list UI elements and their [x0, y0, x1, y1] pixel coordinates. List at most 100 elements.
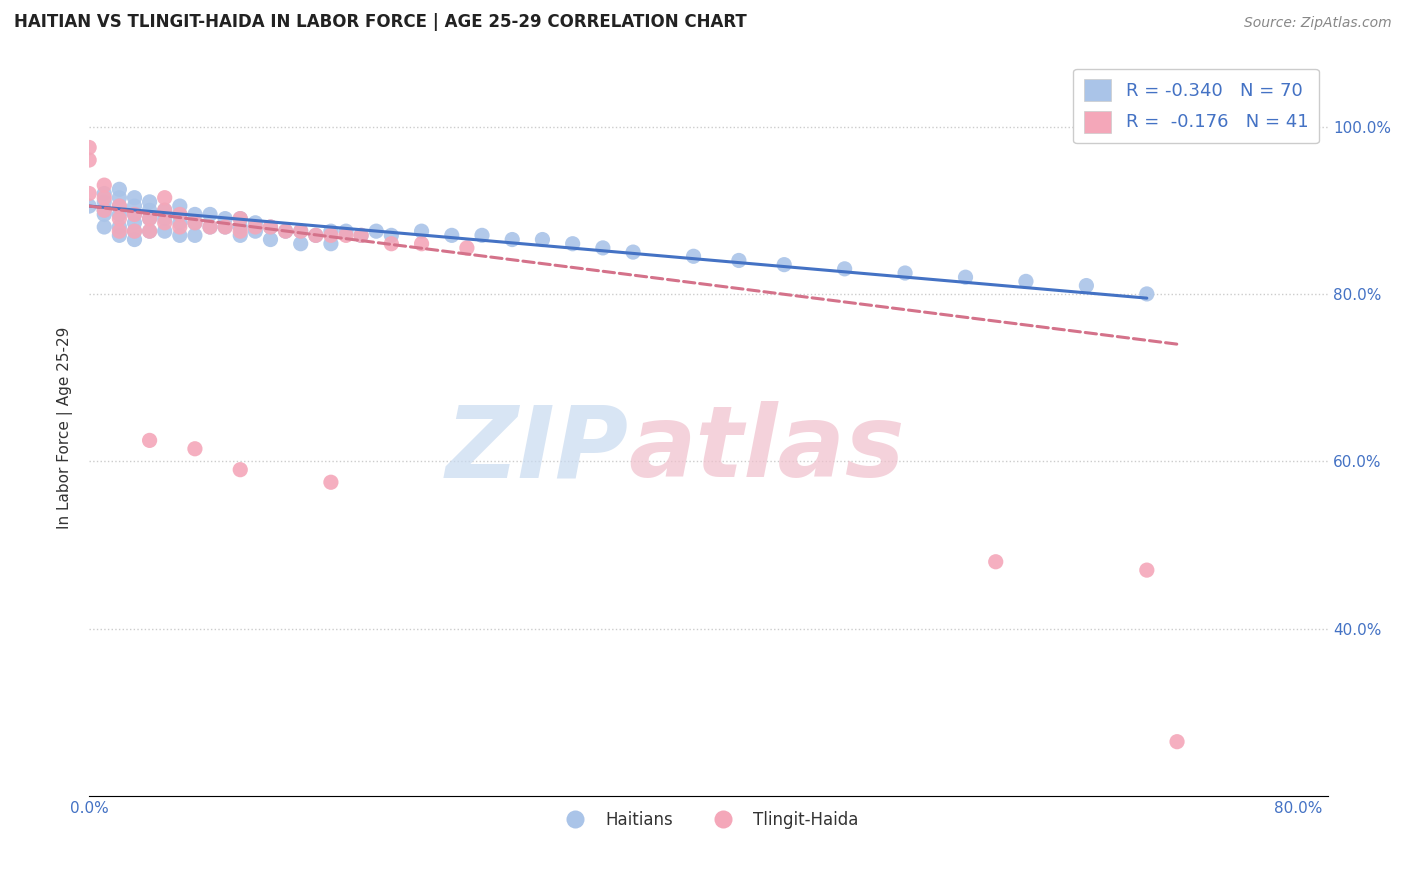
Point: [214, 219, 236, 234]
Point: [198, 219, 221, 234]
Point: [153, 211, 176, 226]
Point: [108, 199, 131, 213]
Point: [108, 211, 131, 226]
Point: [319, 475, 342, 490]
Point: [169, 219, 191, 234]
Point: [93, 203, 115, 218]
Point: [198, 207, 221, 221]
Point: [319, 228, 342, 243]
Point: [229, 463, 252, 477]
Point: [124, 207, 146, 221]
Point: [259, 219, 281, 234]
Point: [153, 224, 176, 238]
Point: [773, 258, 796, 272]
Point: [169, 216, 191, 230]
Point: [621, 245, 644, 260]
Point: [124, 207, 146, 221]
Point: [350, 228, 373, 243]
Point: [214, 211, 236, 226]
Point: [93, 178, 115, 193]
Point: [561, 236, 583, 251]
Point: [184, 228, 207, 243]
Point: [290, 236, 312, 251]
Point: [108, 219, 131, 234]
Y-axis label: In Labor Force | Age 25-29: In Labor Force | Age 25-29: [58, 326, 73, 529]
Point: [728, 253, 751, 268]
Point: [1166, 734, 1188, 748]
Point: [93, 207, 115, 221]
Legend: Haitians, Tlingit-Haida: Haitians, Tlingit-Haida: [553, 805, 865, 836]
Point: [108, 191, 131, 205]
Point: [1136, 287, 1159, 301]
Point: [380, 228, 402, 243]
Point: [335, 224, 357, 238]
Point: [93, 186, 115, 201]
Point: [184, 207, 207, 221]
Point: [380, 236, 402, 251]
Point: [440, 228, 463, 243]
Point: [108, 224, 131, 238]
Point: [894, 266, 917, 280]
Point: [411, 224, 433, 238]
Point: [592, 241, 614, 255]
Point: [184, 216, 207, 230]
Text: HAITIAN VS TLINGIT-HAIDA IN LABOR FORCE | AGE 25-29 CORRELATION CHART: HAITIAN VS TLINGIT-HAIDA IN LABOR FORCE …: [14, 12, 747, 30]
Point: [124, 224, 146, 238]
Point: [274, 224, 297, 238]
Point: [124, 233, 146, 247]
Point: [138, 224, 160, 238]
Point: [245, 216, 267, 230]
Point: [138, 194, 160, 209]
Point: [108, 182, 131, 196]
Point: [531, 233, 554, 247]
Point: [245, 224, 267, 238]
Point: [153, 203, 176, 218]
Point: [169, 207, 191, 221]
Point: [77, 140, 100, 154]
Point: [124, 216, 146, 230]
Text: Source: ZipAtlas.com: Source: ZipAtlas.com: [1244, 16, 1392, 29]
Point: [411, 236, 433, 251]
Point: [274, 224, 297, 238]
Point: [138, 211, 160, 226]
Point: [184, 216, 207, 230]
Point: [169, 207, 191, 221]
Point: [153, 216, 176, 230]
Point: [77, 186, 100, 201]
Point: [259, 219, 281, 234]
Point: [138, 224, 160, 238]
Point: [305, 228, 328, 243]
Text: atlas: atlas: [628, 401, 904, 499]
Point: [138, 434, 160, 448]
Point: [955, 270, 977, 285]
Point: [984, 555, 1007, 569]
Point: [93, 194, 115, 209]
Point: [1076, 278, 1098, 293]
Point: [366, 224, 388, 238]
Point: [153, 191, 176, 205]
Point: [77, 153, 100, 167]
Point: [319, 224, 342, 238]
Point: [501, 233, 523, 247]
Point: [93, 191, 115, 205]
Point: [305, 228, 328, 243]
Point: [1136, 563, 1159, 577]
Point: [245, 219, 267, 234]
Point: [77, 199, 100, 213]
Point: [471, 228, 494, 243]
Point: [124, 199, 146, 213]
Point: [214, 219, 236, 234]
Point: [290, 224, 312, 238]
Point: [229, 228, 252, 243]
Point: [456, 241, 478, 255]
Point: [138, 203, 160, 218]
Point: [108, 199, 131, 213]
Point: [319, 236, 342, 251]
Point: [229, 219, 252, 234]
Point: [93, 203, 115, 218]
Point: [290, 224, 312, 238]
Point: [93, 219, 115, 234]
Point: [138, 211, 160, 226]
Point: [335, 228, 357, 243]
Point: [350, 228, 373, 243]
